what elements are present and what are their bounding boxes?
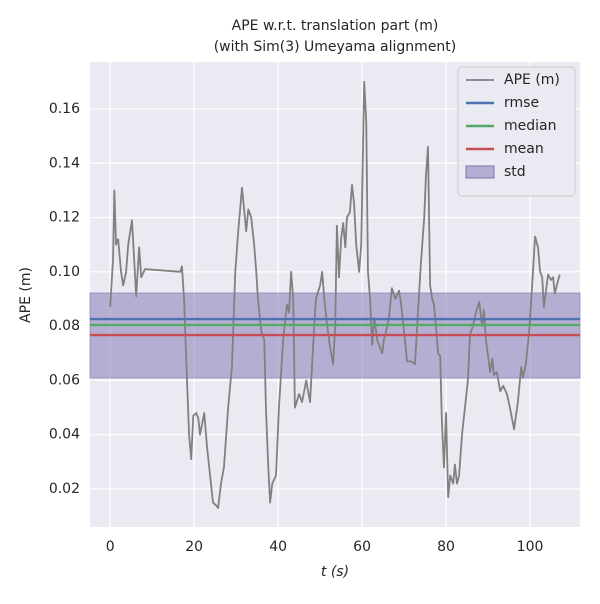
y-tick-label: 0.10 — [49, 264, 80, 280]
legend-swatch — [465, 165, 495, 179]
x-tick-label: 40 — [269, 539, 287, 555]
y-tick-label: 0.04 — [49, 427, 80, 443]
plot — [89, 62, 581, 527]
legend-label: rmse — [504, 95, 539, 111]
legend-label: median — [504, 118, 556, 134]
y-tick-label: 0.08 — [49, 318, 80, 334]
x-tick-label: 100 — [517, 539, 544, 555]
chart-subtitle: (with Sim(3) Umeyama alignment) — [214, 39, 457, 55]
y-tick-label: 0.16 — [49, 101, 80, 117]
y-tick-label: 0.12 — [49, 210, 80, 226]
chart-title: APE w.r.t. translation part (m) — [232, 18, 439, 34]
legend-label: std — [504, 164, 526, 180]
x-tick-label: 20 — [185, 539, 203, 555]
legend-box — [457, 66, 576, 197]
ape-line — [109, 80, 561, 509]
x-axis-label: t (s) — [321, 564, 349, 580]
x-tick-label: 80 — [437, 539, 455, 555]
x-tick-label: 0 — [106, 539, 115, 555]
y-tick-label: 0.02 — [49, 481, 80, 497]
legend-label: mean — [504, 141, 544, 157]
y-tick-label: 0.06 — [49, 372, 80, 388]
legend-label: APE (m) — [504, 72, 560, 88]
y-axis-label: APE (m) — [18, 267, 34, 323]
x-tick-label: 60 — [353, 539, 371, 555]
y-tick-label: 0.14 — [49, 155, 80, 171]
